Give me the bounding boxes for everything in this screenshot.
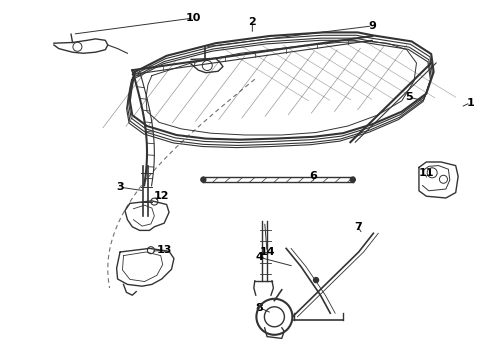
Circle shape [350,177,355,182]
Circle shape [201,177,206,182]
Text: 2: 2 [248,17,256,27]
Text: 13: 13 [156,245,172,255]
Text: 9: 9 [368,21,376,31]
Text: 12: 12 [154,191,170,201]
Text: 3: 3 [116,182,124,192]
Text: 4: 4 [256,252,264,262]
Text: 8: 8 [256,303,264,313]
Text: 1: 1 [466,98,474,108]
Text: 10: 10 [186,13,201,23]
Text: 7: 7 [354,222,362,232]
Text: 11: 11 [418,168,434,178]
Text: 5: 5 [405,92,413,102]
Text: 6: 6 [310,171,318,181]
Text: 14: 14 [259,247,275,257]
Circle shape [314,278,318,283]
